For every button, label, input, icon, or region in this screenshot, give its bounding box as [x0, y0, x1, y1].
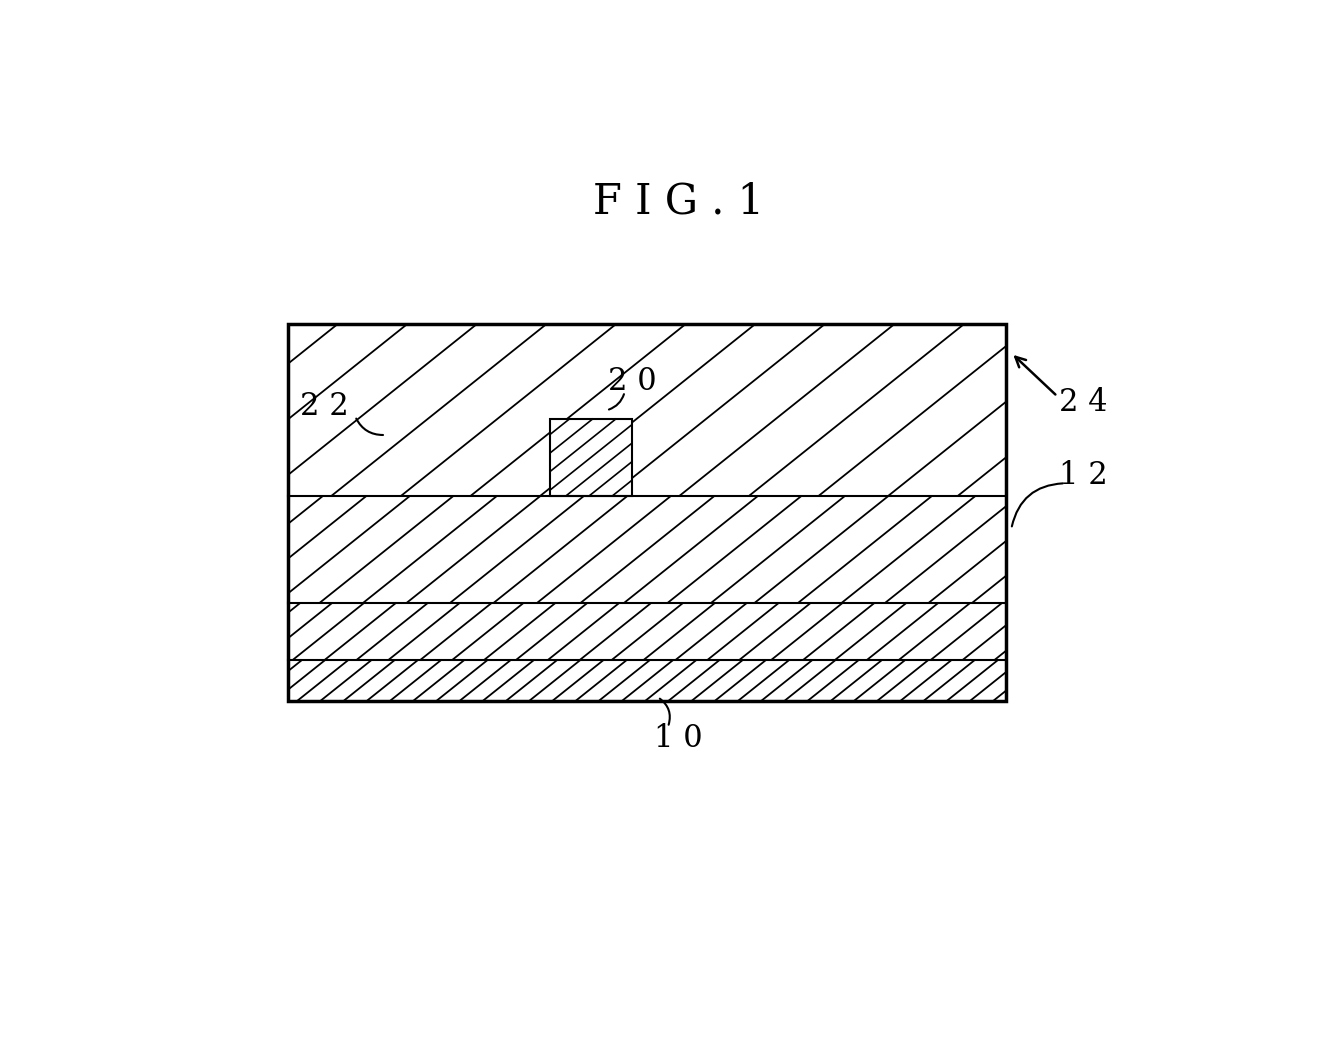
- Text: 1 2: 1 2: [1058, 461, 1107, 492]
- Text: 2 0: 2 0: [607, 366, 656, 397]
- Text: 2 2: 2 2: [300, 390, 349, 421]
- Bar: [288, 603, 1005, 660]
- Bar: [288, 325, 1005, 701]
- Bar: [288, 496, 1005, 603]
- Bar: [550, 418, 632, 496]
- Bar: [288, 325, 1005, 701]
- Text: 1 0: 1 0: [654, 722, 703, 753]
- Bar: [288, 325, 1005, 496]
- Text: 2 4: 2 4: [1058, 386, 1107, 418]
- Bar: [288, 660, 1005, 701]
- Bar: [550, 418, 632, 496]
- Text: F I G . 1: F I G . 1: [593, 181, 763, 222]
